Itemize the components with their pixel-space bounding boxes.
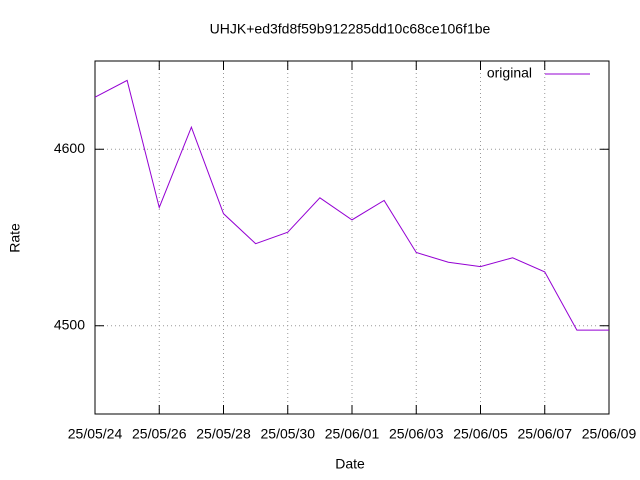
- x-tick-label: 25/06/07: [518, 426, 573, 442]
- legend-label: original: [487, 65, 532, 81]
- y-tick-label: 4500: [54, 316, 85, 332]
- x-tick-label: 25/06/01: [325, 426, 380, 442]
- x-tick-label: 25/05/24: [68, 426, 123, 442]
- x-tick-label: 25/06/05: [453, 426, 508, 442]
- x-axis-label: Date: [335, 456, 365, 472]
- x-tick-label: 25/05/28: [196, 426, 251, 442]
- plot-border: [94, 60, 610, 415]
- data-line: [94, 79, 609, 331]
- x-tick-label: 25/06/03: [389, 426, 444, 442]
- chart-title: UHJK+ed3fd8f59b912285dd10c68ce106f1be: [210, 21, 491, 37]
- y-axis-label: Rate: [7, 223, 23, 253]
- y-tick-label: 4600: [54, 140, 85, 156]
- x-tick-label: 25/06/09: [582, 426, 637, 442]
- x-tick-label: 25/05/26: [132, 426, 187, 442]
- x-tick-label: 25/05/30: [261, 426, 316, 442]
